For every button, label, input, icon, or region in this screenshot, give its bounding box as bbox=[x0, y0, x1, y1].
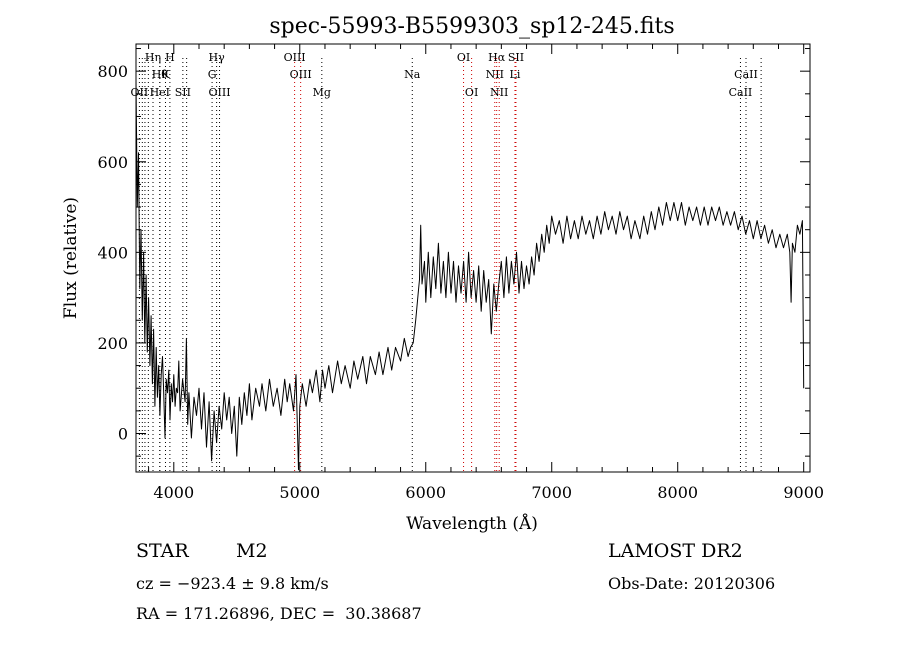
line-marker-label: Na bbox=[404, 68, 421, 81]
line-marker-label: Mg bbox=[313, 86, 331, 99]
line-marker-label: OI bbox=[457, 51, 470, 64]
x-tick-label: 7000 bbox=[531, 483, 572, 502]
line-marker-label: OIII bbox=[290, 68, 312, 81]
line-marker-label: NII bbox=[486, 68, 504, 81]
line-marker-label: K bbox=[161, 68, 170, 81]
x-tick-label: 9000 bbox=[783, 483, 824, 502]
line-marker-label: OII bbox=[131, 86, 149, 99]
line-marker-label: OIII bbox=[208, 86, 230, 99]
x-tick-label: 8000 bbox=[657, 483, 698, 502]
line-markers: OIIHηHθHeIKHSIIGHγOIIIOIIIOIIIMgNaOIOINI… bbox=[131, 51, 762, 472]
line-marker-label: CaII bbox=[729, 86, 753, 99]
line-marker-label: Hα bbox=[488, 51, 506, 64]
line-marker-label: Hγ bbox=[209, 51, 226, 64]
data-layer bbox=[135, 80, 805, 471]
line-marker-label: G bbox=[208, 68, 217, 81]
chart-title: spec-55993-B5599303_sp12-245.fits bbox=[269, 14, 674, 39]
y-tick-label: 600 bbox=[97, 153, 128, 172]
spectrum-line bbox=[135, 80, 805, 471]
x-tick-label: 5000 bbox=[279, 483, 320, 502]
object-subclass: M2 bbox=[236, 540, 268, 562]
line-marker-label: CaII bbox=[734, 68, 758, 81]
line-marker-label: OI bbox=[465, 86, 478, 99]
redshift-text: cz = −923.4 ± 9.8 km/s bbox=[136, 574, 329, 593]
line-marker-label: H bbox=[165, 51, 175, 64]
plot-frame bbox=[135, 43, 811, 473]
line-marker-label: NII bbox=[490, 86, 508, 99]
line-marker-label: SII bbox=[175, 86, 191, 99]
line-marker-label: Hη bbox=[145, 51, 161, 64]
y-tick-label: 200 bbox=[97, 334, 128, 353]
line-marker-label: HeI bbox=[150, 86, 170, 99]
x-tick-label: 4000 bbox=[153, 483, 194, 502]
x-axis-label: Wavelength (Å) bbox=[406, 513, 538, 534]
line-marker-label: Li bbox=[510, 68, 521, 81]
obs-date: Obs-Date: 20120306 bbox=[608, 574, 776, 593]
line-marker-label: OIII bbox=[284, 51, 306, 64]
line-marker-label: SII bbox=[508, 51, 524, 64]
y-tick-label: 800 bbox=[97, 62, 128, 81]
x-tick-label: 6000 bbox=[405, 483, 446, 502]
coordinates: RA = 171.26896, DEC = 30.38687 bbox=[136, 604, 422, 623]
y-tick-label: 400 bbox=[97, 243, 128, 262]
object-class: STAR bbox=[136, 540, 189, 562]
y-tick-label: 0 bbox=[118, 425, 128, 444]
y-axis-label: Flux (relative) bbox=[61, 197, 81, 319]
survey-name: LAMOST DR2 bbox=[608, 540, 743, 562]
axes: 4000 5000 6000 7000 8000 9000 0 200 400 600 800 bbox=[97, 44, 824, 502]
